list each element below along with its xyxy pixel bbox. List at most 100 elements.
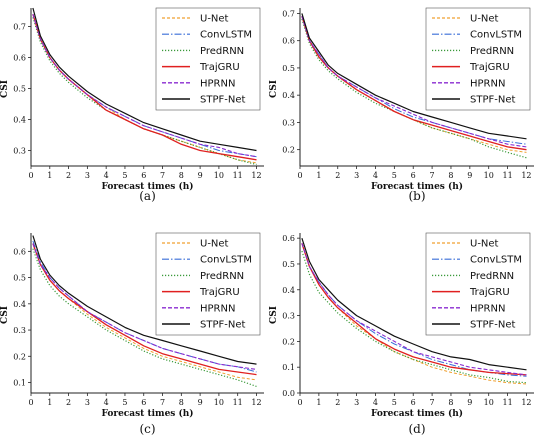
x-tick-label: 4 [373, 171, 378, 180]
x-tick-label: 11 [233, 398, 243, 407]
series-line-convlstm [301, 243, 527, 377]
legend-box [425, 7, 531, 111]
x-tick-label: 10 [214, 171, 224, 180]
legend-label: HPRNN [200, 303, 235, 314]
y-axis-label: CSI [269, 306, 279, 324]
y-tick-label: 0.4 [282, 91, 295, 100]
series-line-stpf-net [301, 238, 527, 371]
x-tick-label: 1 [316, 398, 321, 407]
legend-label: ConvLSTM [470, 255, 522, 266]
panel-b: 0 1 2 3 4 5 6 7 8 9 10 11 120.20.30.40.50.60.7Foreca… [269, 7, 534, 203]
x-tick-label: 6 [141, 171, 146, 180]
y-tick-label: 0.6 [13, 247, 26, 256]
series-line-hprnn [32, 14, 257, 158]
y-tick-label: 0.3 [282, 118, 295, 127]
legend-label: STPF-Net [470, 320, 515, 331]
y-tick-label: 0.1 [13, 379, 26, 388]
x-tick-label: 4 [373, 398, 378, 407]
y-axis-label: CSI [0, 306, 10, 324]
x-tick-label: 12 [251, 398, 261, 407]
legend-label: STPF-Net [200, 95, 245, 106]
legend: U-Net ConvLSTM PredRNN TrajGRU HPRNN STPF-Net [155, 232, 261, 336]
x-tick-label: 8 [179, 171, 184, 180]
x-axis-label: Forecast times (h) [371, 181, 463, 192]
legend-label: ConvLSTM [470, 30, 522, 41]
x-tick-label: 1 [47, 398, 52, 407]
series-line-stpf-net [301, 13, 527, 140]
legend-label: PredRNN [200, 46, 244, 57]
y-axis-label: CSI [0, 80, 10, 98]
y-tick-label: 0.0 [282, 389, 295, 398]
legend-label: TrajGRU [469, 287, 510, 298]
panel-caption: (c) [139, 422, 155, 436]
y-tick-label: 0.5 [282, 64, 295, 73]
legend-label: PredRNN [470, 46, 514, 57]
panel-c: 0 1 2 3 4 5 6 7 8 9 10 11 120.10.20.30.40.50.6Foreca… [0, 232, 264, 436]
y-tick-label: 0.7 [282, 9, 295, 18]
legend-label: STPF-Net [200, 320, 245, 331]
y-tick-label: 0.7 [13, 23, 26, 32]
legend-label: HPRNN [470, 78, 505, 89]
x-tick-label: 5 [392, 171, 397, 180]
x-tick-label: 3 [85, 398, 90, 407]
x-tick-label: 10 [484, 171, 494, 180]
x-axis-label: Forecast times (h) [371, 408, 463, 419]
legend: U-Net ConvLSTM PredRNN TrajGRU HPRNN STPF-Net [425, 232, 531, 336]
legend-label: U-Net [470, 239, 499, 250]
x-tick-label: 0 [28, 398, 33, 407]
legend: U-Net ConvLSTM PredRNN TrajGRU HPRNN STPF-Net [155, 7, 261, 111]
y-tick-label: 0.5 [282, 260, 295, 269]
panel-caption: (b) [408, 189, 425, 203]
x-tick-label: 12 [251, 171, 261, 180]
y-tick-label: 0.1 [282, 363, 295, 372]
legend-label: PredRNN [470, 271, 514, 282]
legend-box [425, 232, 531, 336]
legend-label: STPF-Net [470, 95, 515, 106]
x-tick-label: 9 [467, 171, 472, 180]
y-tick-label: 0.4 [282, 286, 295, 295]
legend-label: U-Net [470, 14, 499, 25]
x-axis-label: Forecast times (h) [101, 408, 193, 419]
y-tick-label: 0.5 [13, 85, 26, 94]
legend-label: U-Net [200, 14, 229, 25]
y-axis-label: CSI [269, 80, 279, 98]
y-tick-label: 0.4 [13, 300, 26, 309]
series-line-trajgru [301, 243, 527, 376]
y-tick-label: 0.6 [13, 54, 26, 63]
series-line-predrnn [32, 248, 257, 387]
x-tick-label: 10 [484, 398, 494, 407]
x-tick-label: 6 [411, 398, 416, 407]
x-tick-label: 11 [502, 398, 512, 407]
series-line-hprnn [301, 243, 527, 376]
x-tick-label: 7 [160, 171, 165, 180]
legend-label: TrajGRU [469, 62, 510, 73]
x-tick-label: 4 [104, 398, 109, 407]
x-tick-label: 1 [47, 171, 52, 180]
x-tick-label: 6 [411, 171, 416, 180]
x-tick-label: 3 [354, 171, 359, 180]
series-line-stpf-net [32, 235, 257, 365]
legend-label: U-Net [200, 239, 229, 250]
series-line-hprnn [301, 16, 527, 148]
y-tick-label: 0.3 [13, 147, 26, 156]
legend-label: HPRNN [200, 78, 235, 89]
x-tick-label: 7 [160, 398, 165, 407]
legend-label: PredRNN [200, 271, 244, 282]
y-tick-label: 0.6 [282, 234, 295, 243]
series-line-trajgru [32, 243, 257, 376]
x-tick-label: 5 [122, 398, 127, 407]
x-tick-label: 9 [467, 398, 472, 407]
x-tick-label: 8 [448, 171, 453, 180]
x-tick-label: 5 [122, 171, 127, 180]
x-tick-label: 2 [335, 171, 340, 180]
x-tick-label: 8 [448, 398, 453, 407]
x-tick-label: 2 [335, 398, 340, 407]
x-tick-label: 11 [233, 171, 243, 180]
x-tick-label: 1 [316, 171, 321, 180]
series-line-u-net [301, 16, 527, 153]
x-tick-label: 12 [521, 398, 531, 407]
y-tick-label: 0.4 [13, 116, 26, 125]
legend-label: TrajGRU [199, 62, 240, 73]
y-tick-label: 0.3 [282, 312, 295, 321]
